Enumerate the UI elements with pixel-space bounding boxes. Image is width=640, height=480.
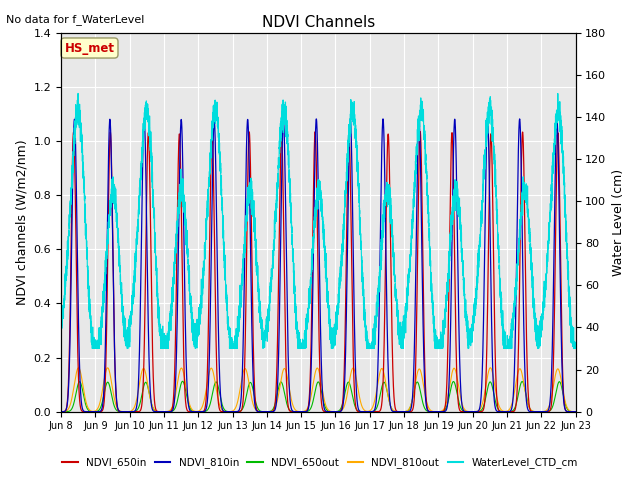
Y-axis label: NDVI channels (W/m2/nm): NDVI channels (W/m2/nm) — [15, 139, 28, 305]
Text: HS_met: HS_met — [65, 41, 115, 55]
Title: NDVI Channels: NDVI Channels — [262, 15, 375, 30]
Y-axis label: Water Level (cm): Water Level (cm) — [612, 168, 625, 276]
Legend: NDVI_650in, NDVI_810in, NDVI_650out, NDVI_810out, WaterLevel_CTD_cm: NDVI_650in, NDVI_810in, NDVI_650out, NDV… — [58, 453, 582, 472]
Text: No data for f_WaterLevel: No data for f_WaterLevel — [6, 14, 145, 25]
